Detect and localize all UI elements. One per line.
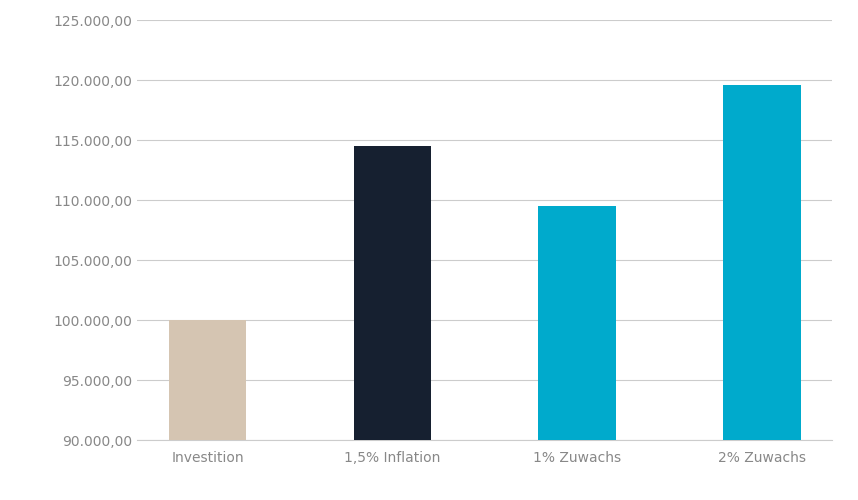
Bar: [169, 320, 246, 500]
Bar: [538, 206, 616, 500]
Bar: [353, 146, 432, 500]
Bar: [723, 86, 801, 500]
